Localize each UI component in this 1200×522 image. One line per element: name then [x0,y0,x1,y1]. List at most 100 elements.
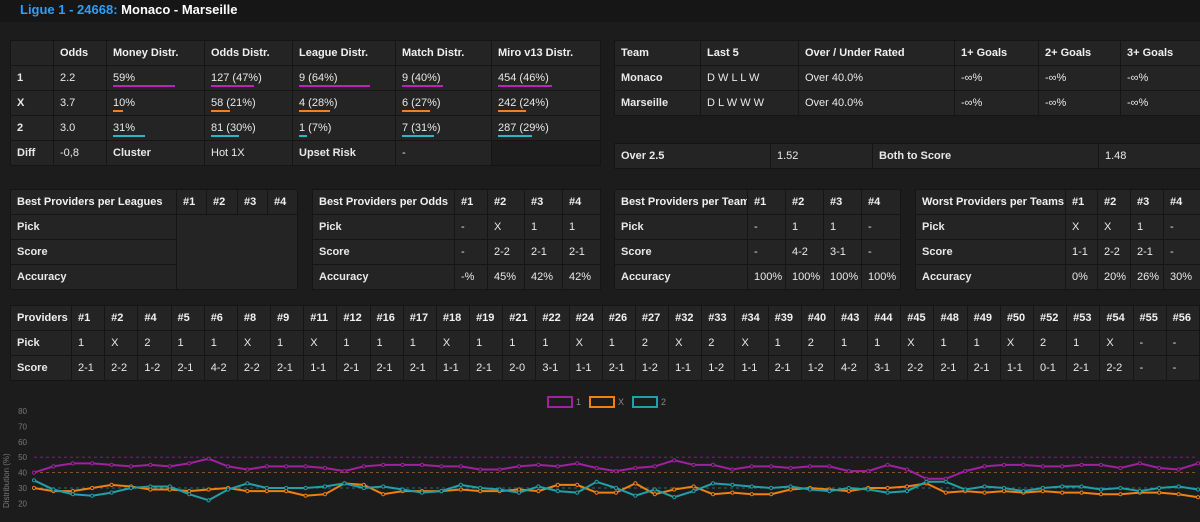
data-point [943,490,948,495]
provider-id[interactable]: #54 [1099,305,1134,331]
odds-distr-value: 58 (21%) [211,97,256,112]
provider-id[interactable]: #18 [435,305,471,331]
team-name[interactable]: Monaco [614,65,701,91]
provider-id[interactable]: #56 [1165,305,1200,331]
empty-area [176,214,298,290]
data-point [730,490,735,495]
provider-pick: 1 [270,330,305,356]
provider-pick: 1 [70,330,106,356]
data-point [1021,462,1026,468]
flag-stripe-red [11,5,14,13]
data-point [575,490,580,495]
provider-id[interactable]: #33 [701,305,736,331]
page-header: Ligue 1 - 24668: Monaco - Marseille [0,0,1200,22]
provider-id[interactable]: #22 [535,305,570,331]
score-value: 1-1 [1065,239,1098,265]
y-tick-label: 60 [18,438,27,447]
provider-id[interactable]: #19 [469,305,504,331]
rank-header: #2 [206,189,238,215]
provider-score: 2-1 [601,355,636,381]
provider-id[interactable]: #53 [1066,305,1101,331]
match-distr-value: 7 (31%) [402,122,441,137]
provider-id[interactable]: #52 [1032,305,1068,331]
data-point [904,489,910,494]
rank-header: #4 [861,189,901,215]
provider-id[interactable]: #17 [402,305,437,331]
provider-id[interactable]: #6 [203,305,238,331]
provider-id[interactable]: #32 [668,305,703,331]
data-point [400,487,405,492]
provider-id[interactable]: #1 [70,305,106,331]
provider-pick: X [104,330,139,356]
provider-id[interactable]: #49 [966,305,1001,331]
data-point [109,490,114,495]
provider-id[interactable]: #34 [734,305,769,331]
data-point [613,490,619,495]
league-title[interactable]: Ligue 1 - 24668: [20,2,118,17]
legend-swatch-2[interactable] [632,396,659,408]
provider-score: 2-2 [236,355,272,381]
provider-id[interactable]: #45 [900,305,935,331]
table-title: Best Providers per Odds [312,189,455,215]
pick-row: Pick X X 1 - [915,214,1200,240]
provider-score: 2-1 [767,355,802,381]
provider-id[interactable]: #39 [767,305,802,331]
provider-id[interactable]: #11 [303,305,338,331]
score-value: - [747,239,786,265]
provider-id[interactable]: #16 [369,305,404,331]
btts-value: 1.48 [1098,143,1200,169]
data-point [866,469,871,474]
providers-pick-row: Pick 1 X 2 1 1 X 1 X 1 1 1 X 1 1 1 X 1 2 X 2 X 1 2 1 1 X 1 1 X 2 1 X - - [10,330,1200,356]
pick-value: - [1163,214,1200,240]
provider-pick: 1 [469,330,504,356]
provider-score: 2-1 [336,355,371,381]
provider-id[interactable]: #24 [568,305,603,331]
provider-id[interactable]: #27 [634,305,670,331]
odds-header-cell: Money Distr. [106,40,205,66]
data-point [536,462,541,468]
team-name[interactable]: Marseille [614,90,701,116]
legend-swatch-x[interactable] [589,396,616,408]
legend-swatch-1[interactable] [547,396,573,408]
data-point [924,479,929,484]
provider-id[interactable]: #50 [999,305,1034,331]
provider-id[interactable]: #21 [502,305,537,331]
pick-label: Pick [614,214,748,240]
provider-id[interactable]: #43 [833,305,869,331]
data-point [827,464,832,469]
table-title: Worst Providers per Teams [915,189,1066,215]
data-point [846,485,851,491]
score-value: 2-1 [524,239,563,265]
data-point [652,487,657,492]
provider-id[interactable]: #9 [270,305,305,331]
data-point [303,464,308,469]
data-point [478,485,483,491]
provider-id[interactable]: #55 [1132,305,1167,331]
provider-id[interactable]: #12 [336,305,371,331]
data-point [497,487,502,492]
score-row: Score 1-1 2-2 2-1 - [915,239,1200,265]
provider-id[interactable]: #2 [104,305,139,331]
data-point [400,462,405,468]
team-goals-1: -∞% [954,90,1039,116]
data-point [982,464,987,469]
accuracy-value: 42% [524,264,563,290]
odds-distr-value: 81 (30%) [211,122,256,137]
accuracy-value: 100% [861,264,901,290]
provider-id[interactable]: #40 [800,305,835,331]
data-point [730,482,735,488]
data-point [381,484,386,489]
data-point [342,469,347,474]
provider-id[interactable]: #8 [236,305,272,331]
provider-id[interactable]: #44 [867,305,902,331]
provider-id[interactable]: #5 [170,305,205,331]
provider-score: 2-1 [170,355,205,381]
provider-id[interactable]: #4 [137,305,172,331]
provider-id[interactable]: #26 [601,305,636,331]
data-point [633,481,638,486]
match-distr-value: 9 (40%) [402,72,443,87]
provider-id[interactable]: #48 [933,305,968,331]
y-tick-label: 80 [18,407,27,416]
data-point [613,469,619,474]
data-point [866,487,871,492]
